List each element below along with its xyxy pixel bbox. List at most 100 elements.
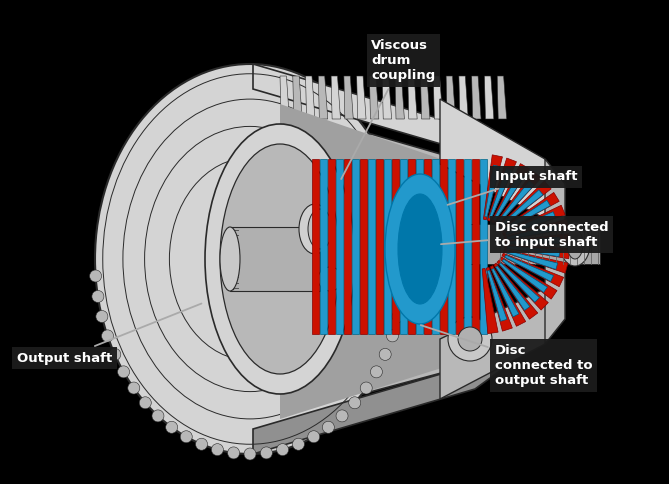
Polygon shape [500,193,559,232]
Polygon shape [489,168,512,218]
Ellipse shape [128,382,140,394]
Polygon shape [395,76,404,119]
Ellipse shape [220,144,340,374]
Ellipse shape [244,448,256,460]
Ellipse shape [396,290,408,302]
Ellipse shape [308,431,320,443]
Polygon shape [376,159,383,334]
Polygon shape [497,181,535,224]
Text: Input shaft: Input shaft [448,170,577,205]
Polygon shape [459,76,468,119]
Ellipse shape [96,310,108,322]
Polygon shape [493,174,524,221]
Polygon shape [499,263,539,302]
Polygon shape [486,267,512,331]
Polygon shape [331,76,341,119]
Polygon shape [230,227,320,291]
Ellipse shape [567,229,583,259]
Polygon shape [434,76,443,119]
Polygon shape [506,212,555,235]
Polygon shape [491,164,529,223]
Polygon shape [496,266,530,310]
Ellipse shape [118,366,130,378]
Polygon shape [456,159,462,334]
Polygon shape [357,76,366,119]
Text: Disc connected
to input shaft: Disc connected to input shaft [441,221,609,249]
Polygon shape [500,257,557,299]
Polygon shape [416,159,423,334]
Polygon shape [508,237,560,244]
Polygon shape [328,159,334,334]
Polygon shape [312,159,318,334]
Ellipse shape [102,330,114,342]
Polygon shape [250,99,475,424]
Ellipse shape [560,222,590,266]
Polygon shape [505,234,570,244]
Ellipse shape [180,431,192,443]
Ellipse shape [109,348,121,361]
Text: Disc
connected to
output shaft: Disc connected to output shaft [421,325,593,387]
Text: Output shaft: Output shaft [17,303,201,364]
Ellipse shape [448,317,492,361]
Ellipse shape [195,438,207,450]
Polygon shape [492,269,519,317]
Polygon shape [432,159,438,334]
Polygon shape [253,324,530,454]
Polygon shape [472,76,481,119]
Polygon shape [446,76,456,119]
Ellipse shape [205,124,355,394]
Polygon shape [482,269,498,333]
Polygon shape [506,251,558,270]
Polygon shape [408,159,415,334]
Polygon shape [352,159,359,334]
Polygon shape [545,159,565,344]
Ellipse shape [227,447,240,459]
Polygon shape [253,64,530,194]
Ellipse shape [371,366,383,378]
Polygon shape [368,159,375,334]
Ellipse shape [458,327,482,351]
Polygon shape [369,76,379,119]
Polygon shape [504,249,568,273]
Ellipse shape [299,204,331,254]
Text: Viscous
drum
coupling: Viscous drum coupling [341,39,436,179]
Ellipse shape [220,227,240,291]
Polygon shape [488,158,516,221]
Polygon shape [318,76,328,119]
Ellipse shape [322,421,334,433]
Polygon shape [384,159,391,334]
Ellipse shape [292,438,304,450]
Polygon shape [502,205,565,236]
Polygon shape [504,219,569,240]
Polygon shape [440,99,565,229]
Polygon shape [440,159,446,334]
Polygon shape [344,76,353,119]
Polygon shape [293,76,302,119]
Ellipse shape [387,330,399,342]
Ellipse shape [398,194,442,304]
Polygon shape [424,159,430,334]
Ellipse shape [392,310,404,322]
Ellipse shape [166,421,178,433]
Polygon shape [490,266,526,326]
Polygon shape [464,159,470,334]
Ellipse shape [90,270,102,282]
Polygon shape [504,255,553,282]
Ellipse shape [95,64,405,454]
Polygon shape [320,159,326,334]
Polygon shape [495,171,541,226]
Ellipse shape [360,382,372,394]
Polygon shape [502,253,563,287]
Polygon shape [502,259,547,292]
Polygon shape [485,165,500,217]
Polygon shape [408,76,417,119]
Ellipse shape [276,444,288,455]
Polygon shape [503,200,551,231]
Polygon shape [470,224,600,264]
Polygon shape [494,263,538,319]
Ellipse shape [260,447,272,459]
Ellipse shape [152,410,164,422]
Polygon shape [421,76,430,119]
Ellipse shape [336,410,348,422]
Ellipse shape [139,397,151,409]
